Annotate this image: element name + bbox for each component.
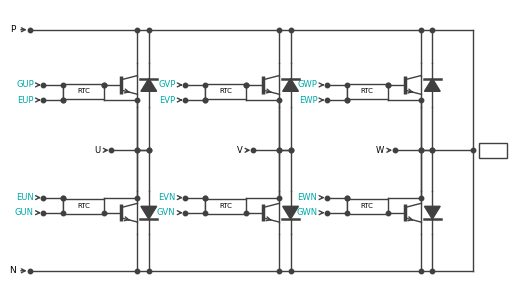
Text: U: U — [94, 146, 101, 155]
Text: RTC: RTC — [219, 88, 232, 94]
Polygon shape — [283, 79, 298, 91]
Text: RTC: RTC — [77, 88, 90, 94]
Text: P: P — [10, 25, 15, 34]
Text: EVN: EVN — [158, 193, 175, 202]
Bar — [63, 84, 104, 99]
Bar — [478, 143, 507, 158]
Text: GVN: GVN — [157, 208, 175, 217]
Text: GWN: GWN — [296, 208, 317, 217]
Polygon shape — [141, 79, 157, 91]
Text: EVP: EVP — [159, 96, 175, 104]
Text: RTC: RTC — [219, 203, 232, 209]
Text: EWP: EWP — [299, 96, 317, 104]
Text: GWP: GWP — [297, 80, 317, 90]
Text: RTC: RTC — [77, 203, 90, 209]
Text: A: A — [490, 146, 496, 155]
Text: N: N — [9, 266, 16, 275]
Text: EUP: EUP — [17, 96, 34, 104]
Polygon shape — [425, 79, 440, 91]
Text: EUN: EUN — [16, 193, 34, 202]
Bar — [205, 199, 246, 214]
Text: GVP: GVP — [158, 80, 175, 90]
Text: RTC: RTC — [361, 88, 374, 94]
Text: GUP: GUP — [16, 80, 34, 90]
Text: V: V — [236, 146, 242, 155]
Bar — [63, 199, 104, 214]
Polygon shape — [425, 206, 440, 219]
Text: GUN: GUN — [15, 208, 34, 217]
Bar — [347, 199, 388, 214]
Text: RTC: RTC — [361, 203, 374, 209]
Text: EWN: EWN — [297, 193, 317, 202]
Bar — [205, 84, 246, 99]
Bar — [347, 84, 388, 99]
Polygon shape — [141, 206, 157, 219]
Text: W: W — [376, 146, 384, 155]
Polygon shape — [283, 206, 298, 219]
